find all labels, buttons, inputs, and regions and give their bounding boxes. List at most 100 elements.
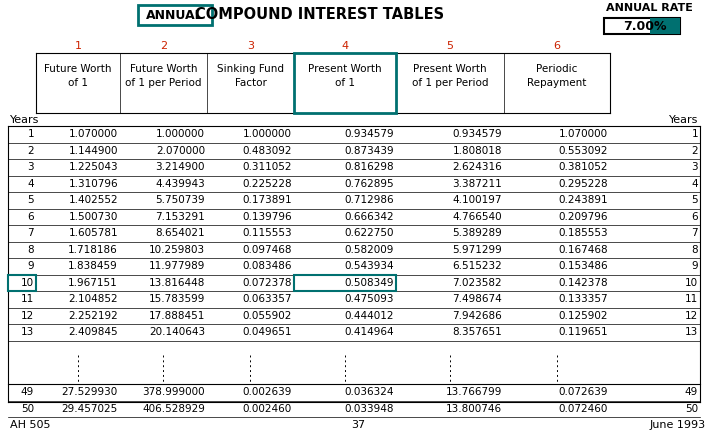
Text: Future Worth: Future Worth <box>44 64 112 74</box>
Text: 0.167468: 0.167468 <box>558 245 608 255</box>
Text: 0.002460: 0.002460 <box>243 404 292 414</box>
Text: ANNUAL RATE: ANNUAL RATE <box>606 3 692 13</box>
Text: Years: Years <box>10 115 39 125</box>
Text: 2.104852: 2.104852 <box>68 294 118 304</box>
Text: 0.934579: 0.934579 <box>453 129 502 139</box>
Text: 6.515232: 6.515232 <box>453 261 502 271</box>
Text: 1: 1 <box>692 129 698 139</box>
Text: 0.381052: 0.381052 <box>558 162 608 172</box>
Text: Present Worth: Present Worth <box>413 64 487 74</box>
Bar <box>649 18 680 34</box>
Text: 0.934579: 0.934579 <box>344 129 394 139</box>
Text: 1.838459: 1.838459 <box>68 261 118 271</box>
Text: 0.622750: 0.622750 <box>344 228 394 238</box>
Text: 2: 2 <box>692 146 698 156</box>
Text: 0.125902: 0.125902 <box>558 311 608 321</box>
Text: COMPOUND INTEREST TABLES: COMPOUND INTEREST TABLES <box>195 7 445 22</box>
Text: Sinking Fund: Sinking Fund <box>217 64 284 74</box>
Text: 0.582009: 0.582009 <box>344 245 394 255</box>
Text: 0.036324: 0.036324 <box>344 387 394 397</box>
Text: 1.070000: 1.070000 <box>559 129 608 139</box>
Text: 0.475093: 0.475093 <box>344 294 394 304</box>
Text: 0.543934: 0.543934 <box>344 261 394 271</box>
Text: 13.800746: 13.800746 <box>446 404 502 414</box>
Text: 0.097468: 0.097468 <box>243 245 292 255</box>
Text: of 1: of 1 <box>335 78 355 88</box>
Text: ANNUAL: ANNUAL <box>146 8 204 22</box>
Text: 1.144900: 1.144900 <box>69 146 118 156</box>
Text: 13.766799: 13.766799 <box>445 387 502 397</box>
Text: 0.712986: 0.712986 <box>344 195 394 205</box>
Text: 2.409845: 2.409845 <box>68 327 118 337</box>
Text: 12: 12 <box>684 311 698 321</box>
Text: 7.498674: 7.498674 <box>453 294 502 304</box>
Text: 1.605781: 1.605781 <box>68 228 118 238</box>
Text: 0.072460: 0.072460 <box>558 404 608 414</box>
Text: 2: 2 <box>160 41 167 51</box>
Text: 0.295228: 0.295228 <box>558 179 608 189</box>
Text: 7.00%: 7.00% <box>623 19 667 33</box>
Text: 0.873439: 0.873439 <box>344 146 394 156</box>
Text: Years: Years <box>669 115 698 125</box>
Text: 1: 1 <box>27 129 34 139</box>
Text: 1.225043: 1.225043 <box>68 162 118 172</box>
Bar <box>8 275 36 291</box>
Text: 7.023582: 7.023582 <box>453 278 502 288</box>
Text: 0.483092: 0.483092 <box>243 146 292 156</box>
Text: 7: 7 <box>692 228 698 238</box>
Text: 1.000000: 1.000000 <box>156 129 205 139</box>
Text: 1.000000: 1.000000 <box>243 129 292 139</box>
Text: 8: 8 <box>27 245 34 255</box>
Text: 2.070000: 2.070000 <box>156 146 205 156</box>
Text: Present Worth: Present Worth <box>308 64 382 74</box>
Text: 0.185553: 0.185553 <box>558 228 608 238</box>
Text: 50: 50 <box>685 404 698 414</box>
Text: 378.999000: 378.999000 <box>142 387 205 397</box>
Text: 0.153486: 0.153486 <box>558 261 608 271</box>
Text: 0.553092: 0.553092 <box>558 146 608 156</box>
Text: 29.457025: 29.457025 <box>62 404 118 414</box>
Text: 0.762895: 0.762895 <box>344 179 394 189</box>
Text: 7.942686: 7.942686 <box>453 311 502 321</box>
Text: 3.214900: 3.214900 <box>155 162 205 172</box>
Text: Periodic: Periodic <box>536 64 578 74</box>
Text: 6: 6 <box>553 41 561 51</box>
Text: 0.083486: 0.083486 <box>243 261 292 271</box>
Text: 0.666342: 0.666342 <box>344 212 394 222</box>
Text: 1.070000: 1.070000 <box>69 129 118 139</box>
Text: 8.654021: 8.654021 <box>155 228 205 238</box>
Text: 0.055902: 0.055902 <box>243 311 292 321</box>
Text: 5: 5 <box>692 195 698 205</box>
Text: 4: 4 <box>27 179 34 189</box>
Text: 10: 10 <box>21 278 34 288</box>
Text: 9: 9 <box>27 261 34 271</box>
Text: AH 505: AH 505 <box>10 420 51 430</box>
Text: 5.971299: 5.971299 <box>453 245 502 255</box>
Text: 49: 49 <box>21 387 34 397</box>
Text: Future Worth: Future Worth <box>130 64 197 74</box>
Text: 0.072639: 0.072639 <box>558 387 608 397</box>
Text: 0.033948: 0.033948 <box>344 404 394 414</box>
Text: of 1: of 1 <box>335 78 355 88</box>
Text: 13: 13 <box>684 327 698 337</box>
Text: 4: 4 <box>692 179 698 189</box>
Text: 0.444012: 0.444012 <box>344 311 394 321</box>
Text: 7: 7 <box>27 228 34 238</box>
Text: 11: 11 <box>684 294 698 304</box>
Text: 0.139796: 0.139796 <box>243 212 292 222</box>
Text: 3.387211: 3.387211 <box>453 179 502 189</box>
Text: 2.624316: 2.624316 <box>453 162 502 172</box>
Text: 5.750739: 5.750739 <box>155 195 205 205</box>
Text: 1.402552: 1.402552 <box>68 195 118 205</box>
Text: 1.310796: 1.310796 <box>68 179 118 189</box>
Text: June 1993: June 1993 <box>650 420 706 430</box>
Text: 5.389289: 5.389289 <box>453 228 502 238</box>
Text: 17.888451: 17.888451 <box>149 311 205 321</box>
Text: 3: 3 <box>247 41 254 51</box>
Text: 20.140643: 20.140643 <box>149 327 205 337</box>
Bar <box>604 18 680 34</box>
Text: 6: 6 <box>692 212 698 222</box>
Text: 10: 10 <box>21 278 34 288</box>
Text: 0.816298: 0.816298 <box>344 162 394 172</box>
Text: 0.508349: 0.508349 <box>344 278 394 288</box>
